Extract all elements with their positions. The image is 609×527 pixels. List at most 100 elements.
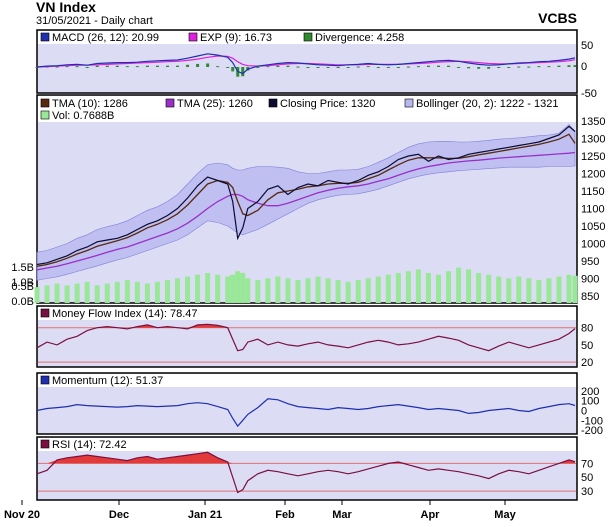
divergence-bar: [125, 66, 129, 68]
legend-swatch-4-0: [40, 439, 50, 449]
divergence-bar: [165, 65, 169, 67]
volume-bar: [345, 281, 351, 303]
brand-label: VCBS: [538, 10, 577, 26]
divergence-bar: [416, 66, 420, 68]
rsi-line: [36, 451, 576, 494]
divergence-bar: [527, 66, 531, 68]
legend-swatch-0-2: [303, 32, 313, 42]
legend-text-vol: Vol: 0.7688B: [52, 110, 114, 122]
mfi-tick-1: 50: [581, 340, 593, 352]
legend-text-2-0: Money Flow Index (14): 78.47: [52, 308, 198, 320]
momentum-tick-1: 100: [581, 396, 599, 408]
volume-bar: [365, 278, 371, 303]
rsi-legend-bg: [38, 438, 576, 451]
volume-tick-2: 0.5B: [11, 281, 34, 293]
volume-bar: [506, 278, 512, 303]
price-tick-0: 1350: [581, 116, 605, 128]
divergence-bar: [85, 67, 89, 68]
price-tick-5: 1100: [581, 204, 605, 216]
divergence-bar: [306, 67, 310, 68]
volume-bar: [405, 271, 411, 303]
volume-bar: [205, 272, 211, 303]
momentum-legend-bg: [38, 374, 576, 387]
divergence-bar: [115, 65, 119, 67]
divergence-bar: [145, 65, 149, 67]
volume-bar: [245, 278, 251, 303]
divergence-bar: [567, 65, 571, 67]
macd-tick-1: 0: [581, 61, 587, 73]
legend-swatch-vol: [40, 110, 50, 120]
volume-bar: [230, 274, 236, 303]
volume-bar: [572, 275, 578, 303]
divergence-bar: [406, 66, 410, 68]
legend-text-3-0: Momentum (12): 51.37: [52, 375, 163, 387]
volume-bar: [446, 271, 452, 303]
volume-bar: [335, 280, 341, 303]
price-tick-4: 1150: [581, 186, 605, 198]
closing-price-line: [36, 125, 576, 266]
legend-text-0-0: MACD (26, 12): 20.99: [52, 32, 159, 44]
legend-swatch-1-2: [268, 98, 278, 108]
x-axis-label-0: Nov 20: [4, 509, 40, 521]
volume-bar: [240, 272, 246, 303]
volume-bar: [124, 280, 130, 303]
volume-bar: [385, 274, 391, 303]
divergence-bar: [346, 67, 350, 68]
divergence-bar: [95, 65, 99, 67]
legend-text-1-0: TMA (10): 1286: [52, 98, 128, 110]
divergence-bar: [216, 66, 220, 68]
price-tick-1: 1300: [581, 134, 605, 146]
price-tick-2: 1250: [581, 151, 605, 163]
volume-bar: [476, 272, 482, 303]
legend-text-1-2: Closing Price: 1320: [280, 98, 375, 110]
divergence-bar: [497, 67, 501, 68]
divergence-bar: [326, 67, 330, 68]
volume-bar: [255, 280, 261, 303]
volume-bar: [355, 280, 361, 303]
volume-bar: [44, 285, 50, 303]
volume-bar: [295, 280, 301, 303]
mfi-legend-bg: [38, 307, 576, 320]
rsi-overbought-fill: [47, 452, 576, 464]
volume-bar: [225, 276, 231, 303]
divergence-bar: [376, 67, 380, 68]
volume-bar: [144, 283, 150, 303]
volume-bar: [425, 272, 431, 303]
volume-tick-0: 1.5B: [11, 262, 34, 274]
price-tick-9: 900: [581, 274, 599, 286]
volume-bar: [315, 276, 321, 303]
divergence-bar: [547, 66, 551, 68]
volume-bar: [566, 274, 572, 303]
x-axis-label-1: Dec: [109, 509, 129, 521]
volume-bar: [164, 280, 170, 303]
legend-text-0-2: Divergence: 4.258: [315, 32, 404, 44]
volume-bar: [556, 276, 562, 303]
divergence-bar: [176, 65, 180, 67]
momentum-tick-0: 200: [581, 386, 599, 398]
divergence-bar: [186, 64, 190, 67]
divergence-bar: [316, 67, 320, 68]
legend-swatch-0-1: [188, 32, 198, 42]
price-tick-8: 950: [581, 256, 599, 268]
rsi-tick-0: 70: [581, 458, 593, 470]
volume-bar: [94, 285, 100, 303]
price-legend-bg: [38, 96, 576, 122]
divergence-bar: [226, 67, 230, 68]
volume-bar: [466, 269, 472, 303]
volume-bar: [185, 276, 191, 303]
volume-bar: [74, 283, 80, 303]
chart-subtitle: 31/05/2021 - Daily chart: [36, 15, 153, 27]
x-axis-label-5: Apr: [421, 509, 441, 521]
volume-bar: [195, 274, 201, 303]
momentum-tick-2: 0: [581, 406, 587, 418]
rsi-tick-1: 50: [581, 472, 593, 484]
divergence-bar: [356, 66, 360, 68]
tma25-line: [36, 151, 576, 271]
divergence-bar: [517, 66, 521, 68]
volume-bar: [265, 278, 271, 303]
macd-tick-2: -50: [581, 88, 597, 100]
volume-tick-3: 0.0B: [11, 296, 34, 308]
divergence-bar: [266, 66, 270, 68]
mfi-tick-2: 20: [581, 357, 593, 369]
